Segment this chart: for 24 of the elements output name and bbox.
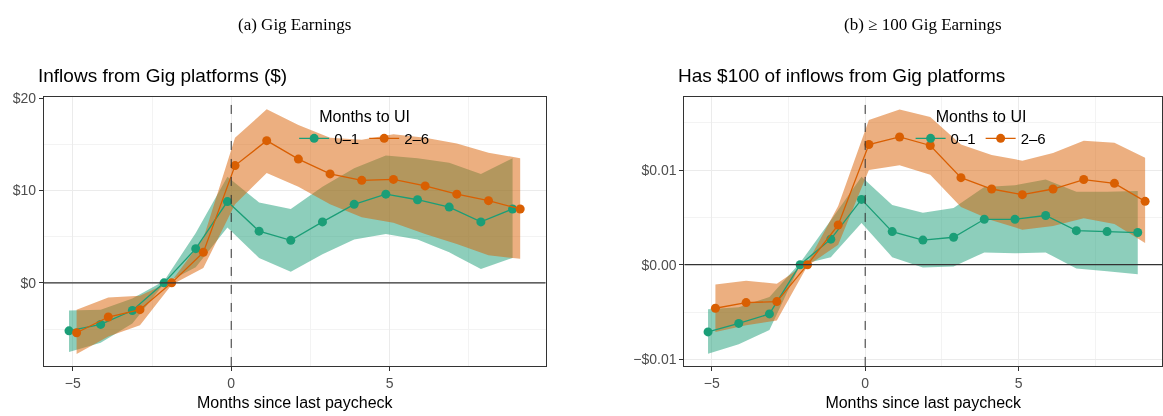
y-tick-label: $0.00: [641, 256, 677, 273]
x-axis-title: Months since last paycheck: [825, 393, 1023, 411]
x-tick-label: −5: [64, 374, 81, 391]
legend-title: Months to UI: [319, 108, 410, 126]
y-tick-label: $10: [12, 182, 37, 199]
chart-title: Has $100 of inflows from Gig platforms: [678, 65, 1006, 86]
x-tick-label: 5: [385, 374, 394, 391]
x-tick-label: 0: [861, 374, 870, 391]
legend-title: Months to UI: [935, 108, 1027, 126]
x-tick-label: 5: [1014, 374, 1023, 391]
y-tick-label: $0: [20, 274, 37, 291]
x-axis-title: Months since last paycheck: [196, 393, 394, 411]
y-tick-label: −$0.01: [633, 351, 677, 368]
x-tick-label: −5: [703, 374, 720, 391]
legend-label: 2–6: [1020, 130, 1046, 148]
legend-label: 2–6: [404, 130, 430, 148]
legend-label: 0–1: [334, 130, 360, 148]
legend-label: 0–1: [950, 130, 976, 148]
chart-subtitle: (b) ≥ 100 Gig Earnings: [844, 15, 1002, 34]
y-tick-label: $20: [12, 90, 37, 107]
chart-title: Inflows from Gig platforms ($): [38, 65, 288, 86]
x-tick-label: 0: [227, 374, 236, 391]
chart-subtitle: (a) Gig Earnings: [238, 15, 352, 34]
y-tick-label: $0.01: [641, 161, 677, 178]
